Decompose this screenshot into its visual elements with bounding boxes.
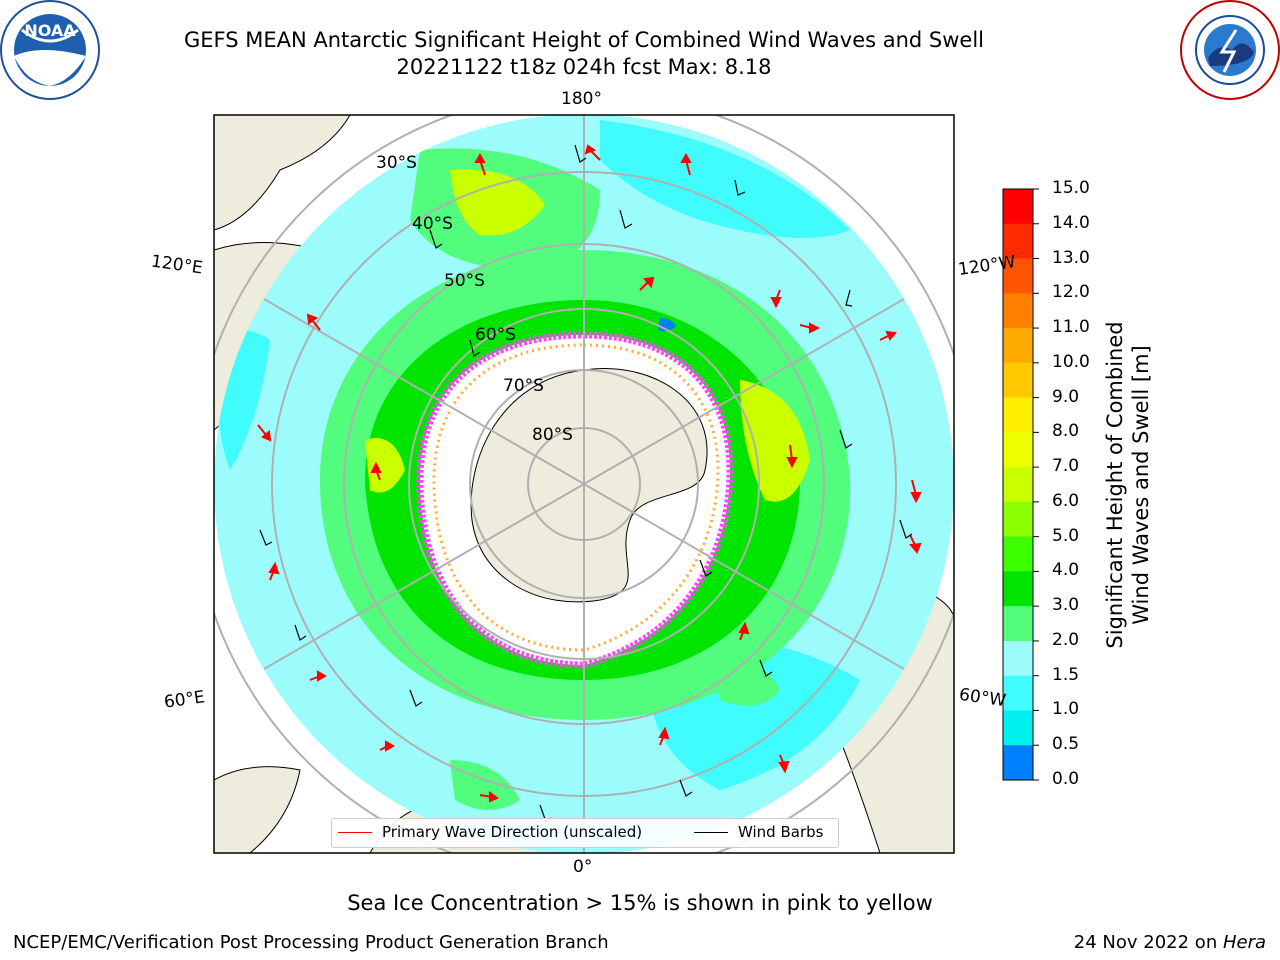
colorbar-tick-label: 3.0 [1052, 595, 1080, 616]
map-frame [213, 114, 955, 854]
colorbar-segment [1003, 328, 1033, 364]
colorbar-label-line2: Wind Waves and Swell [m] [1129, 345, 1153, 625]
lat-label-70s: 70°S [503, 376, 544, 396]
colorbar-tick-label: 0.0 [1052, 769, 1080, 789]
nws-logo [1180, 0, 1280, 100]
footer-branch: NCEP/EMC/Verification Post Processing Pr… [13, 932, 609, 953]
map-area [214, 115, 954, 853]
barb-line-icon [694, 831, 728, 833]
colorbar-tick-label: 8.0 [1052, 421, 1080, 442]
colorbar-segment [1003, 675, 1033, 711]
colorbar-tick-label: 9.0 [1052, 386, 1080, 407]
graticule [214, 115, 954, 853]
colorbar-tick-label: 0.5 [1052, 734, 1080, 755]
map-legend: Primary Wave Direction (unscaled) Wind B… [331, 818, 839, 848]
chart-title: GEFS MEAN Antarctic Significant Height o… [183, 28, 985, 52]
colorbar-segment [1003, 467, 1033, 503]
colorbar-tick-label: 1.0 [1052, 699, 1080, 720]
lon-label-0: 0° [573, 857, 593, 877]
footer-date-text: 24 Nov 2022 on [1073, 932, 1223, 953]
lat-label-80s: 80°S [532, 425, 573, 445]
lat-label-50s: 50°S [444, 271, 485, 291]
legend-item-wave: Primary Wave Direction (unscaled) [338, 823, 642, 841]
colorbar-segment [1003, 397, 1033, 433]
colorbar [1002, 188, 1039, 781]
colorbar-tick-label: 1.5 [1052, 664, 1080, 685]
colorbar-tick-label: 11.0 [1052, 317, 1090, 338]
colorbar-segment [1003, 258, 1033, 294]
landmass-madagascar [214, 766, 301, 853]
colorbar-segment [1003, 293, 1033, 329]
lat-label-60s: 60°S [475, 325, 516, 345]
sea-ice-note: Sea Ice Concentration > 15% is shown in … [347, 891, 933, 915]
colorbar-segment [1003, 362, 1033, 399]
noaa-logo: NOAA [0, 0, 100, 100]
landmass-northwest [214, 115, 351, 231]
colorbar-label-line1: Significant Height of Combined [1103, 321, 1127, 649]
colorbar-segment [1003, 536, 1033, 572]
chart-subtitle: 20221122 t18z 024h fcst Max: 8.18 [396, 55, 772, 79]
colorbar-segment [1003, 640, 1033, 677]
footer-date: 24 Nov 2022 on Hera [1074, 932, 1266, 953]
legend-barb-label: Wind Barbs [738, 823, 824, 841]
colorbar-segment [1003, 710, 1033, 746]
colorbar-segment [1003, 432, 1033, 468]
colorbar-segment [1003, 571, 1033, 607]
wave-line-icon [338, 831, 372, 833]
colorbar-tick-label: 2.0 [1052, 629, 1080, 650]
colorbar-tick-label: 5.0 [1052, 525, 1080, 546]
colorbar-tick-label: 12.0 [1052, 282, 1090, 303]
colorbar-segment [1003, 606, 1033, 642]
footer-host: Hera [1222, 932, 1266, 953]
colorbar-tick-label: 10.0 [1052, 351, 1090, 372]
colorbar-segment [1003, 501, 1033, 538]
colorbar-segment [1003, 745, 1033, 781]
lon-label-180: 180° [561, 89, 602, 109]
colorbar-segment [1003, 189, 1033, 225]
colorbar-tick-label: 14.0 [1052, 212, 1090, 233]
colorbar-segment [1003, 223, 1033, 260]
legend-item-barb: Wind Barbs [694, 823, 823, 841]
noaa-logo-text: NOAA [24, 21, 76, 40]
colorbar-frame [1002, 188, 1034, 781]
landmass-antarctica [470, 368, 708, 603]
colorbar-tick-label: 15.0 [1052, 178, 1090, 198]
colorbar-tick-label: 4.0 [1052, 560, 1080, 581]
colorbar-tick-label: 13.0 [1052, 247, 1090, 268]
legend-wave-label: Primary Wave Direction (unscaled) [382, 823, 643, 841]
wave-arrows [257, 144, 922, 803]
lat-label-30s: 30°S [376, 153, 417, 173]
colorbar-tick-label: 7.0 [1052, 456, 1080, 477]
colorbar-tick-label: 6.0 [1052, 490, 1080, 511]
lat-label-40s: 40°S [412, 214, 453, 234]
